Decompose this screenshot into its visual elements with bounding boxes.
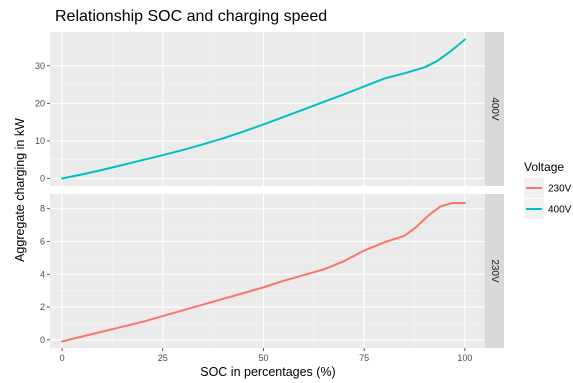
legend: Voltage 230V 400V bbox=[524, 160, 572, 219]
x-axis: 0 25 50 75 100 bbox=[60, 348, 472, 363]
y-tick-label: 2 bbox=[40, 302, 45, 312]
y-tick-label: 30 bbox=[35, 61, 45, 71]
panel-background bbox=[50, 32, 485, 186]
panel-background bbox=[50, 194, 485, 348]
legend-title: Voltage bbox=[524, 160, 564, 174]
series-line-230V bbox=[61, 202, 466, 343]
facet-strip bbox=[485, 194, 504, 348]
y-axis-title: Aggregate charging in kW bbox=[13, 118, 27, 262]
legend-label: 230V bbox=[548, 184, 572, 195]
y-tick-label: 0 bbox=[40, 173, 45, 183]
facet-strip-label: 400V bbox=[489, 97, 500, 121]
facet-panels: 0 10 20 30 400V 0 2 4 6 8 230V bbox=[35, 32, 504, 348]
x-tick-label: 100 bbox=[457, 353, 472, 363]
x-tick-label: 25 bbox=[158, 353, 168, 363]
x-tick-label: 0 bbox=[60, 353, 65, 363]
y-tick-label: 6 bbox=[40, 237, 45, 247]
y-tick-label: 4 bbox=[40, 269, 45, 279]
x-axis-title: SOC in percentages (%) bbox=[200, 365, 335, 379]
y-tick-label: 10 bbox=[35, 136, 45, 146]
facet-strip bbox=[485, 32, 504, 186]
y-tick-label: 20 bbox=[35, 98, 45, 108]
chart-title: Relationship SOC and charging speed bbox=[55, 8, 327, 25]
y-tick-label: 0 bbox=[40, 335, 45, 345]
x-tick-label: 75 bbox=[359, 353, 369, 363]
y-tick-label: 8 bbox=[40, 204, 45, 214]
series-line-400V bbox=[61, 38, 466, 180]
x-tick-label: 50 bbox=[258, 353, 268, 363]
facet-strip-label: 230V bbox=[489, 259, 500, 283]
panel-400V: 0 10 20 30 400V bbox=[35, 32, 504, 186]
panel-230V: 0 2 4 6 8 230V bbox=[40, 194, 504, 348]
legend-label: 400V bbox=[548, 205, 572, 216]
